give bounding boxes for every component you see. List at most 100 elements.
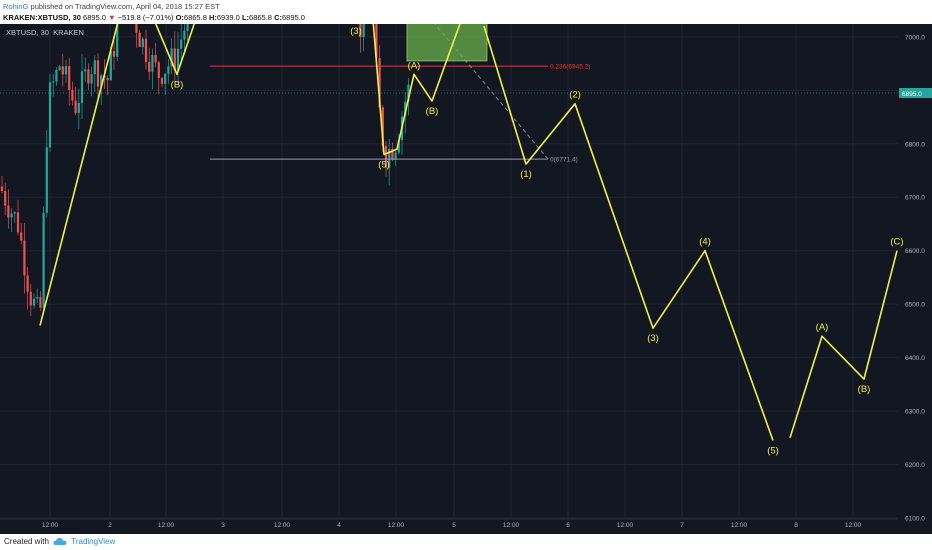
- candle-up: [100, 75, 103, 87]
- candle-up: [164, 73, 167, 84]
- wave-path: [483, 25, 774, 441]
- candle-down: [4, 191, 7, 206]
- candle-up: [109, 51, 112, 81]
- current-price-tag: [899, 87, 932, 98]
- candle-up: [362, 24, 365, 38]
- candle-up: [116, 24, 119, 57]
- candle-down: [20, 232, 23, 241]
- candle-up: [42, 212, 45, 308]
- wave-label: (2): [569, 90, 581, 101]
- y-tick-label: 6100.0: [905, 516, 925, 523]
- tradingview-link[interactable]: TradingView: [71, 537, 116, 546]
- wave-label: (4): [699, 237, 711, 248]
- created-with-text: Created with: [4, 537, 49, 546]
- symbol-line: KRAKEN:XBTUSD, 30: [3, 13, 81, 22]
- candle-up: [183, 30, 186, 40]
- candle-down: [148, 61, 151, 72]
- price-chart[interactable]: XBTUSD, 30, KRAKEN 7800.07700.07600.07500…: [0, 24, 932, 534]
- candle-up: [80, 71, 84, 103]
- candle-down: [61, 66, 64, 75]
- candle-up: [180, 39, 183, 49]
- open-value: 6865.8: [183, 13, 207, 22]
- low-label: L:: [241, 13, 250, 22]
- x-tick-label: 2: [108, 522, 112, 529]
- candle-down: [74, 100, 77, 114]
- wave-label: (3): [647, 333, 659, 344]
- x-tick-label: 12:00: [42, 522, 59, 529]
- x-tick-label: 8: [794, 522, 798, 529]
- y-tick-label: 6700.0: [905, 195, 925, 202]
- x-tick-label: 12:00: [388, 522, 405, 529]
- tradingview-cloud-icon: [53, 538, 67, 546]
- published-text: published on TradingView.com, April 04, …: [30, 2, 220, 11]
- candle-up: [397, 139, 400, 153]
- candle-up: [176, 48, 180, 71]
- candle-down: [29, 291, 32, 306]
- publish-info: RohinG published on TradingView.com, Apr…: [3, 1, 220, 13]
- last-price: 6895.0: [83, 13, 106, 22]
- candle-up: [404, 101, 407, 117]
- candle-down: [0, 186, 4, 192]
- down-arrow-icon: ▼: [108, 13, 116, 22]
- candle-up: [45, 147, 48, 213]
- candle-up: [93, 60, 96, 75]
- candle-up: [407, 84, 410, 102]
- x-tick-label: 6: [566, 522, 570, 529]
- y-axis-background: [898, 24, 932, 534]
- candle-up: [55, 69, 58, 82]
- candles: [0, 24, 410, 316]
- high-label: H:: [208, 13, 217, 22]
- footer: Created with TradingView: [4, 534, 115, 550]
- wave-label: (A): [408, 60, 421, 71]
- current-price-label: 6895.0: [902, 91, 922, 98]
- candle-down: [359, 24, 362, 38]
- x-tick-label: 7: [680, 522, 684, 529]
- candle-down: [154, 54, 157, 63]
- candle-down: [138, 32, 141, 48]
- wave-label: (A): [816, 322, 829, 333]
- author-link[interactable]: RohinG: [3, 2, 29, 11]
- candle-up: [13, 212, 16, 214]
- y-tick-label: 6300.0: [905, 409, 925, 416]
- candle-up: [167, 66, 170, 74]
- candle-up: [77, 102, 80, 114]
- candle-down: [144, 38, 148, 62]
- candle-down: [7, 205, 10, 218]
- candle-up: [90, 74, 93, 84]
- x-tick-label: 12:00: [503, 522, 520, 529]
- x-tick-label: 12:00: [274, 522, 291, 529]
- candle-down: [68, 66, 71, 90]
- elliott-waves: [39, 24, 898, 441]
- y-tick-label: 7000.0: [905, 34, 925, 41]
- target-zone-box: [406, 24, 488, 62]
- candle-up: [84, 69, 87, 72]
- fibonacci-retracement: 1(7508.0)0.786(7350.4)0.618(7226.6)0.5(7…: [210, 24, 590, 164]
- candle-up: [48, 82, 52, 148]
- candle-up: [52, 81, 55, 83]
- grid-lines: [0, 24, 898, 519]
- x-tick-label: 3: [221, 522, 225, 529]
- wave-label: (B): [858, 384, 871, 395]
- symbol-info: KRAKEN:XBTUSD, 30 6895.0 ▼ −519.8 (−7.01…: [3, 12, 305, 24]
- candle-down: [87, 69, 90, 84]
- y-tick-label: 6400.0: [905, 355, 925, 362]
- y-axis: 7800.07700.07600.07500.07400.07300.07200…: [898, 24, 932, 534]
- wave-label: (5): [378, 159, 390, 170]
- candle-up: [170, 48, 173, 67]
- candle-down: [112, 51, 116, 57]
- candle-down: [106, 77, 109, 81]
- close-label: C:: [274, 13, 282, 22]
- x-tick-label: 12:00: [731, 522, 748, 529]
- candle-down: [135, 24, 138, 33]
- fib-level-label: 0(6771.4): [550, 157, 578, 164]
- y-tick-label: 6800.0: [905, 141, 925, 148]
- candle-down: [96, 60, 100, 87]
- candle-down: [381, 107, 384, 146]
- open-label: O:: [175, 13, 184, 22]
- candle-down: [16, 212, 20, 233]
- wave-label: (B): [426, 106, 439, 117]
- candle-up: [186, 24, 189, 31]
- high-value: 6939.0: [216, 13, 240, 22]
- wave-path: [39, 24, 461, 326]
- candle-down: [160, 78, 164, 84]
